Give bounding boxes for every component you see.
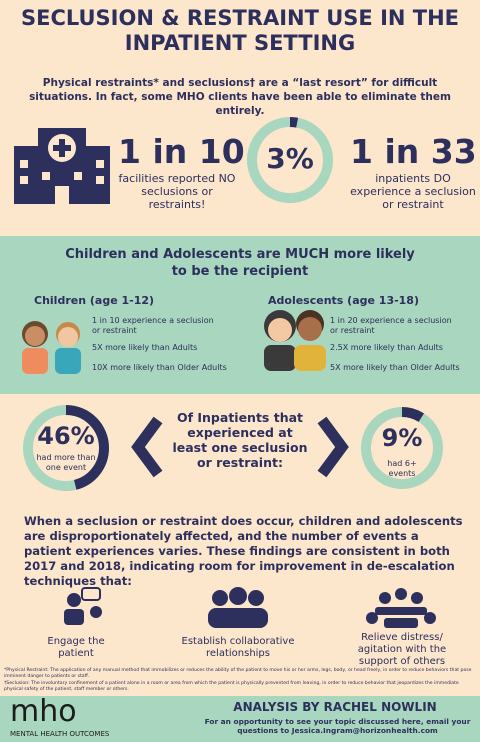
group-item: 10X more likely than Older Adults [92, 363, 227, 372]
group-item: 1 in 10 experience a seclusion or restra… [92, 316, 214, 335]
logo-sub: MENTAL HEALTH OUTCOMES [10, 730, 110, 738]
footnote: *Physical Restraint: The application of … [4, 668, 472, 679]
group-item: 1 in 20 experience a seclusion or restra… [330, 316, 452, 335]
technique: Engage the patient [47, 636, 105, 659]
author: ANALYSIS BY RACHEL NOWLIN [233, 700, 437, 714]
intro: Physical restraints* and seclusions† are… [29, 77, 451, 117]
adolescents-icon [264, 310, 326, 371]
facilities-big: 1 in 10 [118, 132, 245, 171]
right-text: had 6+ events [387, 459, 417, 478]
support-icon [366, 588, 436, 628]
engage-icon [64, 587, 102, 625]
group-item: 2.5X more likely than Adults [330, 343, 443, 352]
footer-band [0, 696, 480, 742]
group-item: 5X more likely than Adults [92, 343, 198, 352]
inpatients-big: 1 in 33 [350, 132, 477, 171]
ring-arc [361, 407, 443, 489]
title: SECLUSION & RESTRAINT USE IN THE INPATIE… [20, 6, 460, 55]
group-title: Adolescents (age 13-18) [268, 294, 419, 307]
footnote: †Seclusion: The involuntary confinement … [4, 681, 459, 692]
youth-heading: Children and Adolescents are MUCH more l… [65, 247, 415, 279]
technique: Establish collaborative relationships [181, 636, 295, 659]
paragraph: When a seclusion or restraint does occur… [24, 514, 463, 588]
collab-icon [208, 587, 268, 628]
chevron-right [317, 416, 349, 478]
chevron-left [131, 416, 163, 478]
facilities-text: facilities reported NO seclusions or res… [118, 172, 236, 211]
group-item: 5X more likely than Older Adults [330, 363, 460, 372]
left-pct: 46% [37, 422, 95, 450]
events-center: Of Inpatients that experienced at least … [172, 410, 308, 470]
inpatients-text: inpatients DO experience a seclusion or … [350, 172, 476, 211]
children-icon [22, 321, 81, 374]
ring-arc [23, 405, 109, 491]
right-pct: 9% [381, 424, 423, 452]
logo: mho [10, 694, 77, 729]
technique: Relieve distress/ agitation with the sup… [357, 632, 447, 667]
hospital-icon [14, 128, 110, 204]
percent-label: 3% [266, 142, 314, 175]
contact: For an opportunity to see your topic dis… [204, 717, 471, 735]
ring-arc [247, 117, 333, 203]
group-title: Children (age 1-12) [34, 294, 155, 307]
left-text: had more than one event [36, 453, 96, 472]
